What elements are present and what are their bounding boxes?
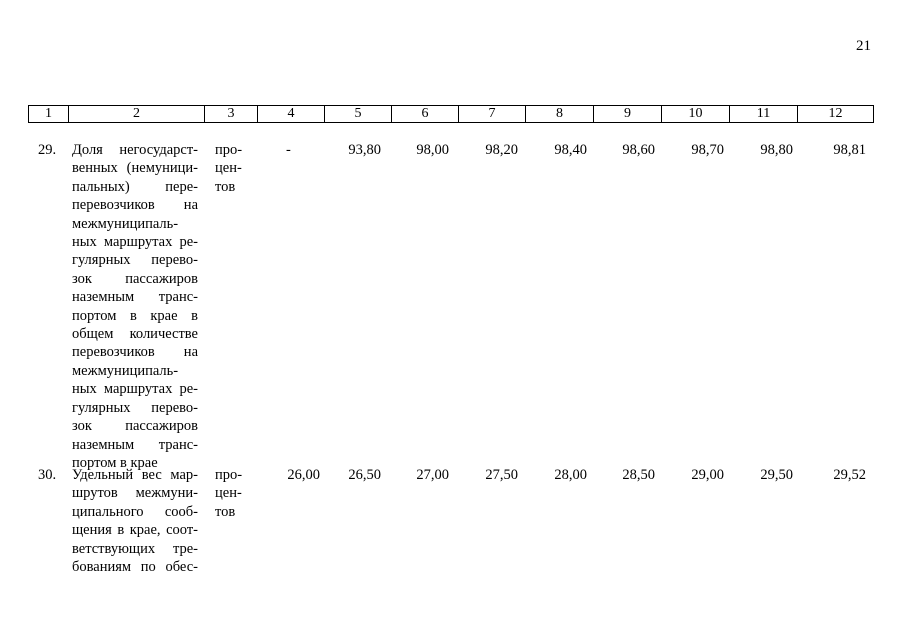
header-col-3: 3	[204, 105, 258, 123]
header-col-11: 11	[729, 105, 798, 123]
header-col-8: 8	[525, 105, 594, 123]
name-line: портом в крае	[72, 454, 158, 471]
value-col-12: 29,52	[833, 467, 866, 483]
row-number: 29.	[38, 142, 57, 158]
name-line: зок пассажиров	[72, 418, 198, 435]
page-number: 21	[856, 38, 871, 54]
value-col-9: 28,50	[622, 467, 655, 483]
name-line: ных маршрутах ре-	[72, 381, 198, 398]
value-col-5: 26,50	[348, 467, 381, 483]
name-line: наземным транс-	[72, 436, 198, 453]
name-line: венных (немуници-	[72, 160, 198, 177]
value-col-7: 98,20	[485, 142, 518, 158]
name-line: общем количестве	[72, 326, 198, 343]
unit-line: про-	[215, 142, 243, 158]
value-col-6: 98,00	[416, 142, 449, 158]
unit-of-measure: про- цен- тов	[215, 141, 255, 196]
header-col-2: 2	[68, 105, 205, 123]
unit-line: тов	[215, 503, 236, 520]
value-col-7: 27,50	[485, 467, 518, 483]
name-line: зок пассажиров	[72, 270, 198, 287]
value-col-5: 93,80	[348, 142, 381, 158]
name-line: шрутов межмуни-	[72, 485, 198, 502]
value-col-4: -	[286, 142, 291, 158]
unit-line: цен-	[215, 160, 242, 177]
name-line: ных маршрутах ре-	[72, 234, 198, 251]
header-col-7: 7	[458, 105, 526, 123]
name-line: ципального сооб-	[72, 503, 198, 520]
name-line: Удельный вес мар-	[72, 467, 198, 483]
value-col-10: 29,00	[691, 467, 724, 483]
name-line: межмуниципаль-	[72, 215, 179, 232]
header-col-9: 9	[593, 105, 662, 123]
header-col-6: 6	[391, 105, 459, 123]
name-line: наземным транс-	[72, 289, 198, 306]
unit-line: тов	[215, 178, 236, 195]
value-col-8: 28,00	[554, 467, 587, 483]
name-line: портом в крае в	[72, 307, 198, 324]
header-col-12: 12	[797, 105, 874, 123]
value-col-11: 98,80	[760, 142, 793, 158]
table-header: 1 2 3 4 5 6 7 8 9 10 11 12	[28, 105, 874, 123]
header-col-10: 10	[661, 105, 730, 123]
header-col-4: 4	[257, 105, 325, 123]
name-line: гулярных перево-	[72, 252, 198, 269]
value-col-11: 29,50	[760, 467, 793, 483]
name-line: щения в крае, соот-	[72, 522, 198, 539]
unit-line: про-	[215, 467, 243, 483]
unit-of-measure: про- цен- тов	[215, 466, 255, 521]
header-col-5: 5	[324, 105, 392, 123]
value-col-12: 98,81	[833, 142, 866, 158]
value-col-4: 26,00	[287, 467, 320, 483]
name-line: перевозчиков на	[72, 344, 198, 361]
indicator-name: Доля негосударст- венных (немуници- паль…	[72, 141, 198, 472]
name-line: перевозчиков на	[72, 197, 198, 214]
name-line: Доля негосударст-	[72, 142, 198, 158]
value-col-10: 98,70	[691, 142, 724, 158]
value-col-9: 98,60	[622, 142, 655, 158]
indicator-name: Удельный вес мар- шрутов межмуни- ципаль…	[72, 466, 198, 576]
name-line: межмуниципаль-	[72, 362, 179, 379]
header-col-1: 1	[28, 105, 69, 123]
value-col-6: 27,00	[416, 467, 449, 483]
name-line: гулярных перево-	[72, 399, 198, 416]
name-line: бованиям по обес-	[72, 559, 198, 576]
row-number: 30.	[38, 467, 57, 483]
name-line: ветствующих тре-	[72, 540, 198, 557]
value-col-8: 98,40	[554, 142, 587, 158]
unit-line: цен-	[215, 485, 242, 502]
name-line: пальных) пере-	[72, 178, 198, 195]
